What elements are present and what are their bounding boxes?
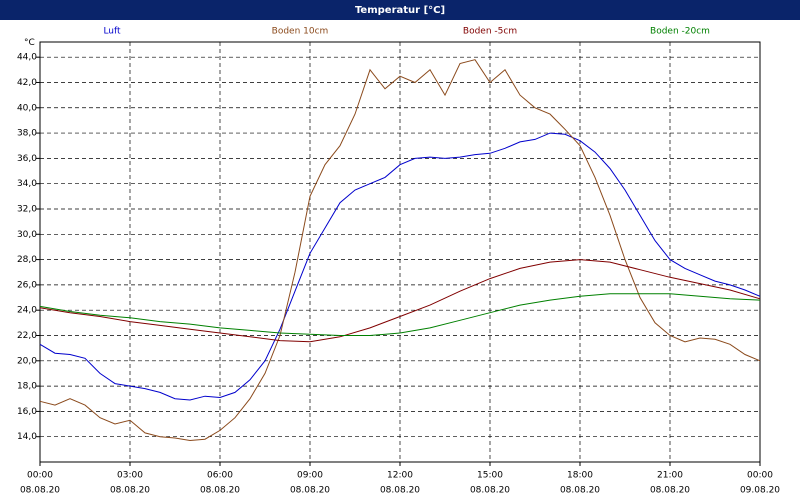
y-tick-label: 20,0 (17, 356, 37, 366)
y-tick-label: 44,0 (17, 53, 37, 63)
y-tick-label: 36,0 (17, 154, 37, 164)
chart-title: Temperatur [°C] (355, 5, 445, 16)
x-tick-date: 08.08.20 (290, 486, 330, 496)
x-tick-date: 08.08.20 (650, 486, 690, 496)
y-tick-label: 38,0 (17, 129, 37, 139)
y-tick-label: 14,0 (17, 432, 37, 442)
x-tick-date: 08.08.20 (470, 486, 510, 496)
legend-entry: Boden -5cm (463, 27, 517, 37)
y-tick-label: 30,0 (17, 230, 37, 240)
y-unit: °C (24, 38, 35, 48)
y-tick-label: 26,0 (17, 280, 37, 290)
x-tick-date: 08.08.20 (20, 486, 60, 496)
y-tick-label: 18,0 (17, 382, 37, 392)
x-tick-date: 08.08.20 (110, 486, 150, 496)
x-tick-label: 00:00 (747, 471, 773, 481)
y-tick-label: 32,0 (17, 204, 37, 214)
y-tick-label: 22,0 (17, 331, 37, 341)
series-line (39, 293, 761, 336)
y-tick-label: 24,0 (17, 306, 37, 316)
x-tick-label: 09:00 (297, 471, 323, 481)
x-tick-label: 03:00 (117, 471, 143, 481)
x-tick-label: 15:00 (477, 471, 503, 481)
y-tick-label: 42,0 (17, 78, 37, 88)
x-tick-date: 08.08.20 (380, 486, 420, 496)
legend-entry: Luft (103, 27, 121, 37)
y-tick-label: 40,0 (17, 103, 37, 113)
y-tick-label: 16,0 (17, 407, 37, 417)
title-bar (0, 0, 800, 20)
x-tick-date: 09.08.20 (740, 486, 780, 496)
x-tick-date: 08.08.20 (560, 486, 600, 496)
x-tick-label: 21:00 (657, 471, 683, 481)
series-line (39, 59, 761, 442)
x-tick-label: 00:00 (27, 471, 53, 481)
y-tick-label: 34,0 (17, 179, 37, 189)
series-line (39, 259, 761, 343)
x-tick-label: 18:00 (567, 471, 593, 481)
x-tick-label: 06:00 (207, 471, 233, 481)
x-tick-label: 12:00 (387, 471, 413, 481)
legend-entry: Boden -20cm (650, 27, 710, 37)
legend-entry: Boden 10cm (272, 27, 329, 37)
x-tick-date: 08.08.20 (200, 486, 240, 496)
y-tick-label: 28,0 (17, 255, 37, 265)
series-line (39, 132, 761, 401)
